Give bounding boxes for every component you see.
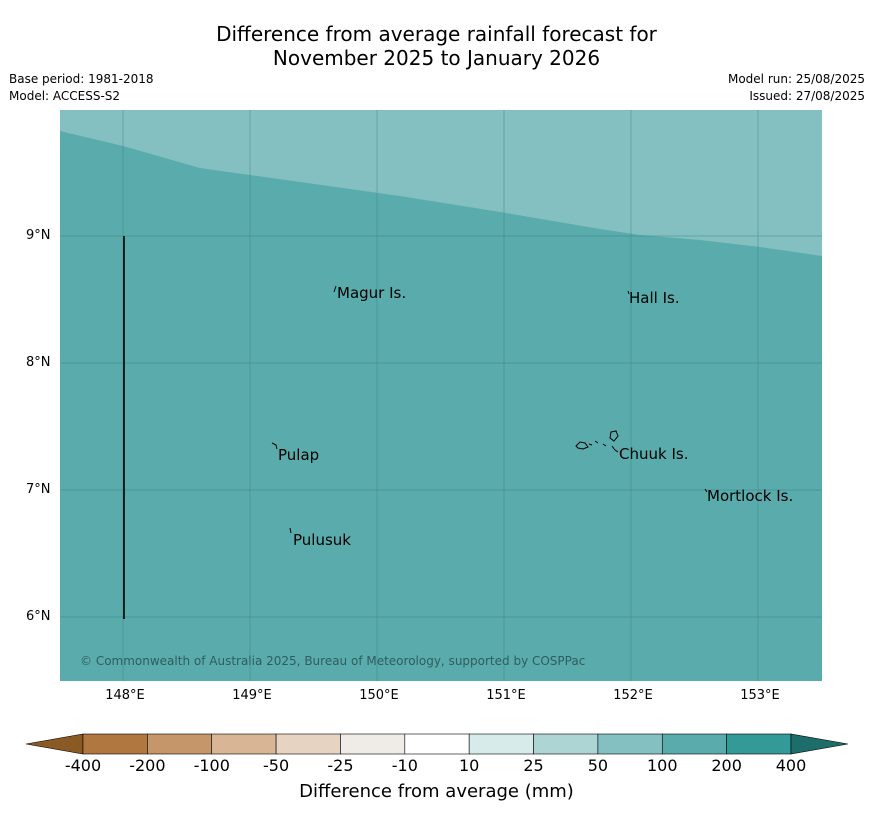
islands xyxy=(271,285,708,534)
rainfall-class-50-100 xyxy=(60,110,822,256)
copyright-notice: © Commonwealth of Australia 2025, Bureau… xyxy=(80,654,586,668)
hall-island-shape xyxy=(627,290,630,295)
colorbar-box xyxy=(275,733,341,755)
map-title-line-1: Difference from average rainfall forecas… xyxy=(216,22,657,46)
colorbar-tick-label: 100 xyxy=(646,756,678,775)
model-run-text: Model run: 25/08/2025 xyxy=(727,72,865,86)
lat-label-8n: 8°N xyxy=(26,355,51,370)
lon-label-153e: 153°E xyxy=(740,688,780,703)
lon-label-149e: 149°E xyxy=(232,688,272,703)
colorbar-tick-label: 400 xyxy=(775,756,807,775)
place-label-magur: Magur Is. xyxy=(337,284,407,302)
lon-label-152e: 152°E xyxy=(613,688,653,703)
meta-right: Model run: 25/08/2025 Issued: 27/08/2025 xyxy=(728,71,865,105)
pulusuk-island-shape xyxy=(289,527,292,534)
colorbar-box xyxy=(661,733,727,755)
colorbar-box xyxy=(82,733,148,755)
base-period-text: Base period: 1981-2018 xyxy=(9,72,154,86)
model-text: Model: ACCESS-S2 xyxy=(9,89,121,103)
chuuk-island-shapes xyxy=(575,430,619,453)
colorbar-tick-label: -50 xyxy=(263,756,290,775)
mortlock-island-shape xyxy=(704,488,708,493)
colorbar-tick-label: -200 xyxy=(129,756,166,775)
lon-label-151e: 151°E xyxy=(486,688,526,703)
lat-label-6n: 6°N xyxy=(26,609,51,624)
colorbar-tick-label: -10 xyxy=(391,756,418,775)
issued-text: Issued: 27/08/2025 xyxy=(749,89,865,103)
colorbar-box xyxy=(597,733,663,755)
lat-label-9n: 9°N xyxy=(26,228,51,243)
colorbar-box xyxy=(726,733,792,755)
colorbar-tick-label: 25 xyxy=(523,756,544,775)
colorbar-box xyxy=(211,733,277,755)
lon-label-148e: 148°E xyxy=(105,688,145,703)
colorbar-tick-label: -100 xyxy=(193,756,230,775)
lat-label-7n: 7°N xyxy=(26,482,51,497)
magur-island-shape xyxy=(333,285,337,293)
map-title-line-2: November 2025 to January 2026 xyxy=(272,46,601,70)
colorbar xyxy=(25,733,849,755)
place-label-hall: Hall Is. xyxy=(629,289,680,307)
place-label-chuuk: Chuuk Is. xyxy=(619,445,689,463)
colorbar-extend-low xyxy=(25,733,84,755)
colorbar-tick-label: -25 xyxy=(327,756,354,775)
place-label-mortlock: Mortlock Is. xyxy=(707,487,794,505)
graticule xyxy=(60,110,822,681)
lon-label-150e: 150°E xyxy=(359,688,399,703)
colorbar-tick-label: 10 xyxy=(458,756,480,775)
meta-left: Base period: 1981-2018 Model: ACCESS-S2 xyxy=(9,71,154,105)
place-label-pulap: Pulap xyxy=(278,446,320,464)
pulap-island-shape xyxy=(271,442,278,450)
colorbar-box xyxy=(533,733,599,755)
colorbar-label: Difference from average (mm) xyxy=(299,781,574,802)
colorbar-tick-label: -400 xyxy=(64,756,102,775)
colorbar-box xyxy=(468,733,534,755)
colorbar-tick-label: 50 xyxy=(587,756,609,775)
colorbar-box xyxy=(404,733,470,755)
map-title: Difference from average rainfall forecas… xyxy=(0,22,873,70)
colorbar-tick-label: 200 xyxy=(711,756,742,775)
colorbar-extend-high xyxy=(790,733,849,755)
colorbar-box xyxy=(147,733,213,755)
place-label-pulusuk: Pulusuk xyxy=(293,531,351,549)
colorbar-box xyxy=(340,733,406,755)
